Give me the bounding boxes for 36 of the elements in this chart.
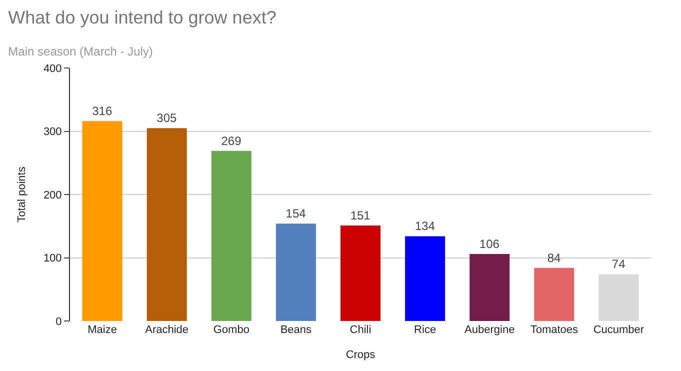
data-label: 134 bbox=[414, 219, 436, 234]
y-tick-label: 400 bbox=[43, 62, 62, 75]
x-tick-label: Aubergine bbox=[464, 324, 515, 336]
bar bbox=[276, 224, 316, 321]
data-label: 74 bbox=[612, 257, 626, 272]
x-tick-label: Arachide bbox=[145, 324, 189, 336]
bar bbox=[534, 268, 574, 321]
data-label: 151 bbox=[350, 208, 371, 222]
x-tick-label: Cucumber bbox=[593, 324, 644, 336]
y-axis-title: Total points bbox=[16, 166, 28, 222]
chart-title: What do you intend to grow next? bbox=[8, 8, 276, 28]
bar bbox=[82, 121, 122, 321]
bar bbox=[598, 274, 639, 321]
x-tick-label: Maize bbox=[88, 324, 117, 336]
data-label: 316 bbox=[92, 104, 112, 118]
bar bbox=[211, 150, 252, 321]
data-label: 305 bbox=[156, 111, 178, 126]
bar bbox=[470, 254, 510, 321]
data-label: 154 bbox=[286, 206, 306, 221]
bar bbox=[146, 128, 187, 321]
x-tick-label: Beans bbox=[280, 324, 312, 336]
data-label: 269 bbox=[221, 134, 242, 148]
data-label: 106 bbox=[479, 236, 500, 251]
chart-subtitle: Main season (March - July) bbox=[8, 44, 153, 58]
y-tick-label: 0 bbox=[56, 316, 62, 328]
y-tick-label: 200 bbox=[43, 189, 62, 202]
bar bbox=[340, 225, 381, 321]
bar bbox=[405, 236, 446, 321]
x-tick-label: Chili bbox=[350, 324, 372, 336]
y-tick-label: 300 bbox=[43, 126, 62, 138]
x-tick-label: Rice bbox=[414, 324, 436, 336]
y-tick-label: 100 bbox=[43, 252, 62, 265]
data-label: 84 bbox=[547, 250, 561, 265]
x-axis-title: Crops bbox=[346, 349, 376, 362]
x-tick-label: Gombo bbox=[213, 324, 250, 336]
x-tick-label: Tomatoes bbox=[530, 324, 579, 336]
